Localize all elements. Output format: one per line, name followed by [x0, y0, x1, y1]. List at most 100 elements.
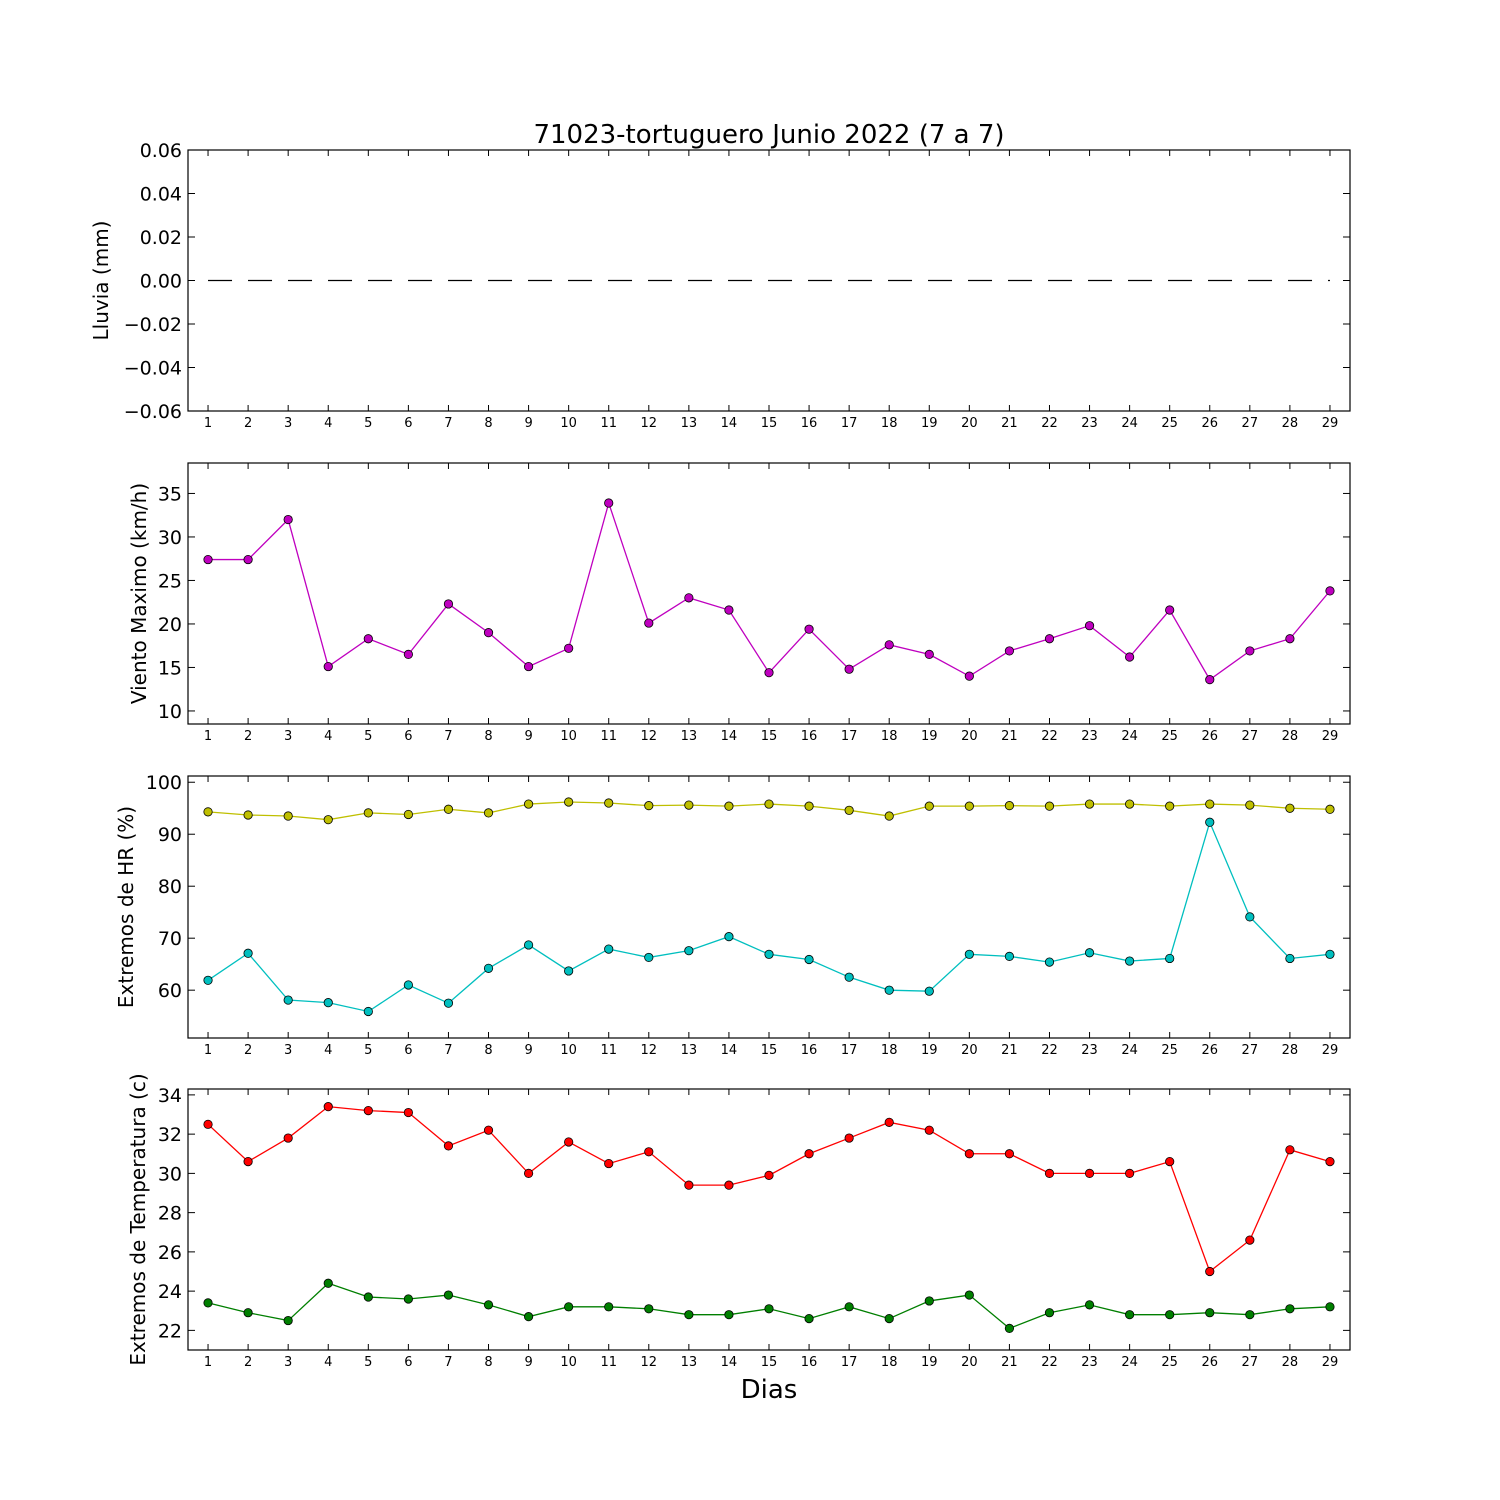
- wind-xtick-label: 9: [524, 729, 532, 744]
- wind-xtick-label: 23: [1081, 729, 1098, 744]
- temperature-series-0-point: [844, 1133, 854, 1143]
- rain-xtick-label: 10: [560, 416, 577, 431]
- rain-xtick-label: 11: [600, 416, 617, 431]
- temperature-series-0-point: [483, 1125, 494, 1135]
- wind-series-0-point: [403, 649, 413, 660]
- wind-series-0-point: [523, 661, 534, 672]
- temperature-xtick-label: 20: [961, 1355, 978, 1370]
- temperature-series-0-point: [1205, 1266, 1215, 1277]
- wind-series-0-point: [604, 498, 614, 508]
- humidity-series-1-point: [604, 944, 614, 954]
- temperature-series-0-point: [1004, 1149, 1015, 1159]
- humidity-series-1-point: [363, 1006, 373, 1017]
- rain-xtick-label: 1: [204, 416, 212, 431]
- humidity-series-0-point: [443, 804, 454, 814]
- humidity-xtick-label: 19: [921, 1043, 938, 1058]
- temperature-series-0-point: [363, 1105, 373, 1116]
- humidity-series-0-point: [363, 808, 373, 818]
- rain-ytick-label: 0.04: [140, 184, 182, 206]
- wind-series-0-point: [483, 628, 494, 638]
- x-axis-label: Dias: [741, 1375, 798, 1405]
- rain-xtick-label: 26: [1201, 416, 1218, 431]
- temperature-xtick-label: 21: [1001, 1355, 1018, 1370]
- humidity-series-1-point: [724, 932, 734, 942]
- temperature-xtick-label: 6: [404, 1355, 412, 1370]
- rain-ytick-label: 0.02: [140, 227, 182, 249]
- rain-xtick-label: 17: [841, 416, 858, 431]
- humidity-series-1-point: [403, 980, 413, 990]
- temperature-xtick-label: 16: [801, 1355, 818, 1370]
- humidity-series-0-point: [323, 815, 333, 825]
- rain-xtick-label: 14: [721, 416, 738, 431]
- rain-xtick-label: 15: [761, 416, 778, 431]
- rain-ytick-label: 0.00: [140, 271, 182, 293]
- wind-series-0-point: [1285, 634, 1295, 644]
- humidity-series-0-point: [403, 809, 413, 820]
- temperature-series-1-point: [483, 1300, 494, 1310]
- humidity-xtick-label: 21: [1001, 1043, 1018, 1058]
- temperature-series-1-point: [884, 1314, 894, 1324]
- temperature-series-1-point: [283, 1315, 293, 1326]
- rain-panel: 1 2 3 4 5 6 7 8 9 10 11 12 13 14 15 16 17 18 19 20 21 22 23 24 2…: [89, 140, 1351, 431]
- temperature-xtick-label: 11: [600, 1355, 617, 1370]
- humidity-series-0-point: [1125, 799, 1135, 809]
- temperature-series-0-point: [1165, 1157, 1175, 1167]
- temperature-xtick-label: 27: [1242, 1355, 1259, 1370]
- humidity-series-1-point: [1125, 956, 1135, 966]
- humidity-series-0-point: [1285, 803, 1295, 813]
- humidity-series-0-point: [243, 810, 253, 820]
- humidity-xtick-label: 4: [324, 1043, 332, 1058]
- humidity-series-0-point: [804, 801, 814, 811]
- rain-xtick-label: 29: [1322, 416, 1339, 431]
- temperature-ytick-label: 30: [158, 1163, 182, 1185]
- humidity-series-1-point: [283, 995, 293, 1005]
- temperature-series-1-point: [844, 1302, 854, 1312]
- rain-xtick-label: 25: [1161, 416, 1178, 431]
- humidity-series-1-point: [1205, 817, 1215, 827]
- rain-xtick-label: 2: [244, 416, 252, 431]
- temperature-series-1-point: [924, 1296, 934, 1306]
- rain-xtick-label: 23: [1081, 416, 1098, 431]
- humidity-series-0-point: [523, 799, 534, 809]
- wind-xtick-label: 15: [761, 729, 778, 744]
- temperature-series-1-point: [1125, 1310, 1135, 1320]
- humidity-xtick-label: 27: [1242, 1043, 1259, 1058]
- wind-series-0-point: [924, 649, 934, 660]
- rain-xtick-label: 18: [881, 416, 898, 431]
- wind-series-0-point: [283, 514, 293, 525]
- wind-ytick-label: 15: [158, 657, 182, 679]
- humidity-series-0-point: [564, 797, 574, 807]
- temperature-xtick-label: 7: [444, 1355, 452, 1370]
- humidity-xtick-label: 2: [244, 1043, 252, 1058]
- humidity-xtick-label: 28: [1282, 1043, 1299, 1058]
- wind-xtick-label: 24: [1121, 729, 1138, 744]
- humidity-series-1-point: [1325, 949, 1335, 959]
- humidity-xtick-label: 17: [841, 1043, 858, 1058]
- humidity-series-1-point: [483, 963, 494, 973]
- temperature-xtick-label: 5: [364, 1355, 372, 1370]
- wind-xtick-label: 21: [1001, 729, 1018, 744]
- temperature-xtick-label: 18: [881, 1355, 898, 1370]
- humidity-xtick-label: 3: [284, 1043, 292, 1058]
- temperature-series-0-point: [203, 1119, 213, 1129]
- rain-xtick-label: 13: [681, 416, 698, 431]
- wind-xtick-label: 19: [921, 729, 938, 744]
- temperature-series-1-point: [644, 1304, 654, 1314]
- temperature-ytick-label: 22: [158, 1320, 182, 1342]
- temperature-series-0-point: [323, 1102, 333, 1112]
- humidity-series-1-point: [764, 949, 774, 959]
- humidity-series-0-point: [644, 801, 654, 811]
- humidity-xtick-label: 29: [1322, 1043, 1339, 1058]
- wind-xtick-label: 25: [1161, 729, 1178, 744]
- humidity-series-1-point: [1165, 953, 1175, 964]
- temperature-ytick-label: 26: [158, 1242, 182, 1264]
- rain-xtick-label: 21: [1001, 416, 1018, 431]
- humidity-xtick-label: 14: [721, 1043, 738, 1058]
- humidity-series-1-point: [1084, 948, 1095, 958]
- humidity-series-1-point: [844, 972, 854, 982]
- wind-series-0-point: [243, 554, 253, 565]
- rain-xtick-label: 16: [801, 416, 818, 431]
- wind-xtick-label: 1: [204, 729, 212, 744]
- humidity-xtick-label: 23: [1081, 1043, 1098, 1058]
- humidity-series-0-point: [1044, 801, 1055, 811]
